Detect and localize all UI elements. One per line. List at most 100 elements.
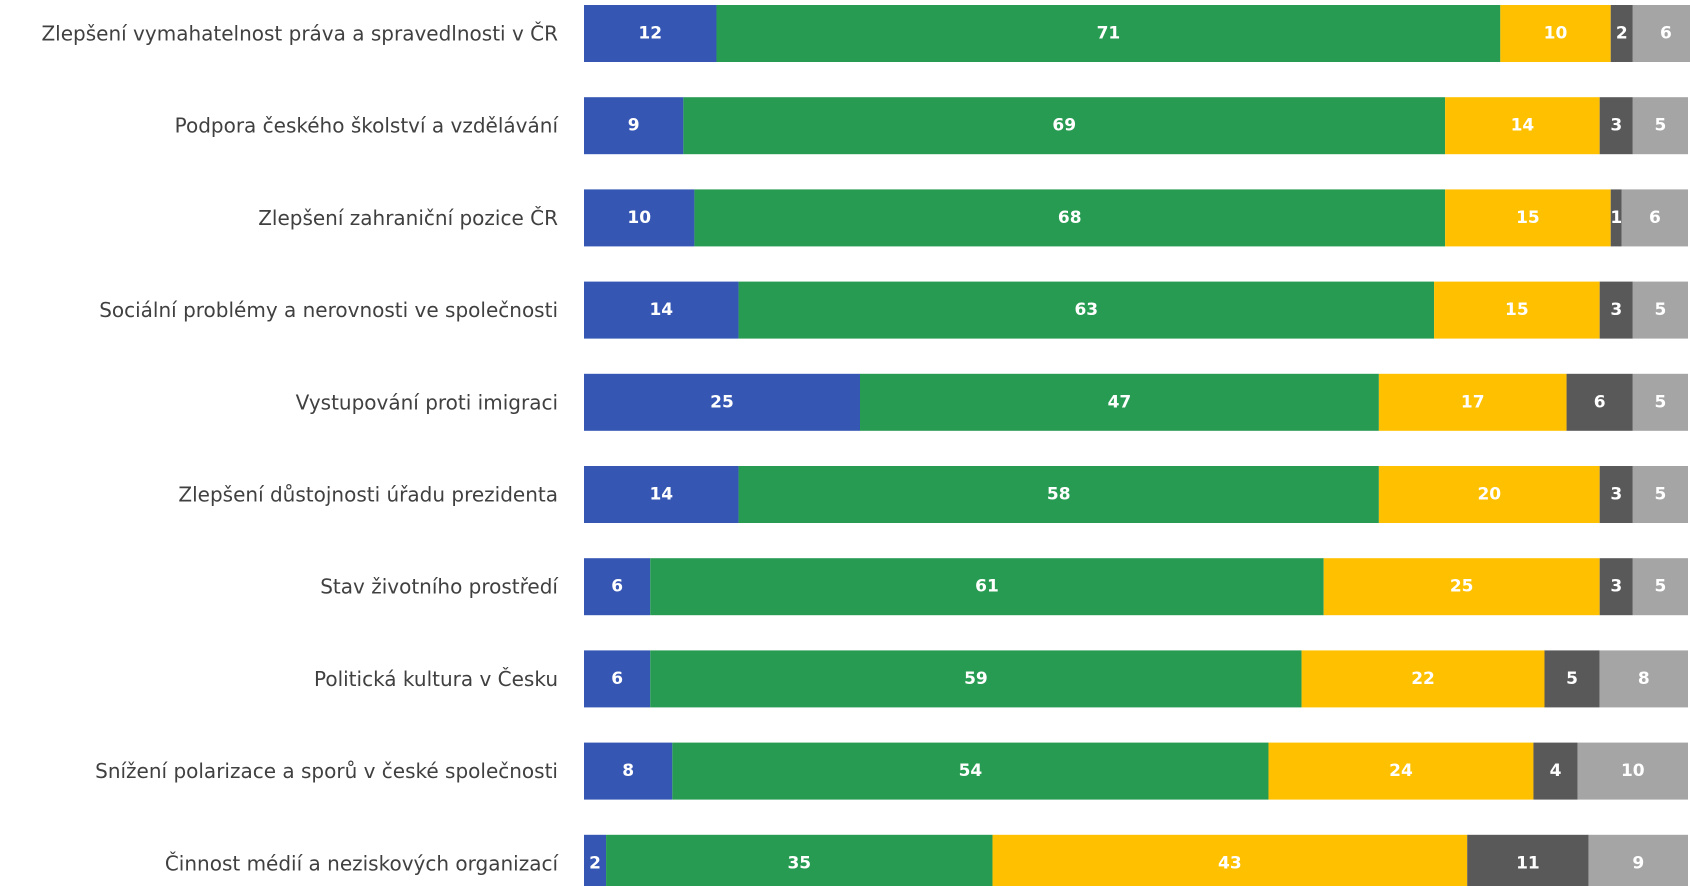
data-label: 14 xyxy=(649,300,673,320)
bar-segment xyxy=(1632,5,1690,62)
bar-segment xyxy=(683,97,1446,155)
bar-segment xyxy=(584,281,739,339)
data-label: 25 xyxy=(710,392,734,412)
bar-segment xyxy=(1445,189,1611,247)
data-label: 10 xyxy=(1544,24,1568,44)
bar-segment xyxy=(1632,373,1688,431)
data-label: 17 xyxy=(1461,392,1485,412)
bar-segment xyxy=(1577,742,1688,800)
category-label: Zlepšení důstojnosti úřadu prezidenta xyxy=(178,483,558,507)
bar-segment xyxy=(584,650,651,708)
bar-segment xyxy=(1599,281,1633,339)
segment-labels: 12 71 10 2 69 69 14 3 510 68 15 1 614 63 15 3 525 47 17 6 51… xyxy=(589,24,1672,874)
data-label: 6 xyxy=(1649,208,1661,228)
bar-segment xyxy=(738,466,1379,523)
bar-segment xyxy=(1434,281,1600,339)
data-label: 24 xyxy=(1389,761,1413,781)
bar-segment xyxy=(584,834,607,886)
bar-segment xyxy=(1588,834,1688,886)
data-label: 58 xyxy=(1047,485,1071,505)
bar-segment xyxy=(860,373,1379,431)
data-label: 2 xyxy=(589,853,601,873)
data-label: 12 xyxy=(638,24,662,44)
data-label: 10 xyxy=(1621,761,1645,781)
bar-segment xyxy=(1323,558,1600,616)
category-label: Podpora českého školství a vzdělávání xyxy=(175,114,560,138)
data-label: 15 xyxy=(1516,208,1540,228)
bar-segment xyxy=(1378,373,1567,431)
data-label: 22 xyxy=(1411,669,1435,689)
bar-segment xyxy=(584,466,739,523)
data-label: 8 xyxy=(622,761,634,781)
data-label: 3 xyxy=(1610,300,1622,320)
data-label: 5 xyxy=(1654,116,1666,136)
bar-segment xyxy=(738,281,1435,339)
data-label: 5 xyxy=(1654,392,1666,412)
data-label: 5 xyxy=(1654,577,1666,597)
bar-segment xyxy=(1467,834,1589,886)
bar-segment xyxy=(650,558,1324,616)
bar-segment xyxy=(584,189,695,247)
bar-segment xyxy=(1621,189,1688,247)
bar-segment xyxy=(584,558,651,616)
category-label: Snížení polarizace a sporů v české spole… xyxy=(95,759,558,783)
data-label: 4 xyxy=(1550,761,1562,781)
bar-segment xyxy=(1544,650,1600,708)
category-label: Zlepšení zahraniční pozice ČR xyxy=(258,206,558,230)
category-label: Zlepšení vymahatelnost práva a spravedln… xyxy=(41,22,558,46)
bar-segment xyxy=(1533,742,1578,800)
category-label: Sociální problémy a nerovnosti ve společ… xyxy=(99,298,558,322)
data-label: 5 xyxy=(1654,485,1666,505)
category-label: Politická kultura v Česku xyxy=(314,667,558,691)
data-label: 3 xyxy=(1610,485,1622,505)
bar-segment xyxy=(1632,281,1688,339)
bar-segment xyxy=(1599,650,1688,708)
bar-segment xyxy=(584,742,673,800)
bar-segment xyxy=(1599,97,1633,155)
category-label: Stav životního prostředí xyxy=(320,575,559,599)
data-label: 2 xyxy=(1616,24,1628,44)
data-label: 43 xyxy=(1218,853,1242,873)
data-label: 71 xyxy=(1097,24,1121,44)
data-label: 3 xyxy=(1610,577,1622,597)
data-label: 61 xyxy=(975,577,999,597)
data-label: 54 xyxy=(959,761,983,781)
bar-segment xyxy=(716,5,1501,62)
data-label: 1 xyxy=(1610,208,1622,228)
data-label: 5 xyxy=(1566,669,1578,689)
bar-segment xyxy=(1268,742,1534,800)
bar-segment xyxy=(1632,558,1688,616)
data-label: 68 xyxy=(1058,208,1082,228)
data-label: 59 xyxy=(964,669,988,689)
category-labels: Zlepšení vymahatelnost práva a spravedln… xyxy=(41,22,559,876)
data-label: 10 xyxy=(627,208,651,228)
data-label: 8 xyxy=(1638,669,1650,689)
data-label: 35 xyxy=(787,853,811,873)
bar-segment xyxy=(1599,466,1633,523)
bar-segment xyxy=(694,189,1446,247)
bar-segment xyxy=(606,834,993,886)
bar-segment xyxy=(584,97,684,155)
category-label: Činnost médií a neziskových organizací xyxy=(165,851,560,875)
bar-segment xyxy=(1610,5,1633,62)
bar-segment xyxy=(584,373,860,431)
data-label: 6 xyxy=(1594,392,1606,412)
bar-segment xyxy=(1301,650,1545,708)
category-label: Vystupování proti imigraci xyxy=(296,390,558,414)
bar-segment xyxy=(1632,466,1688,523)
data-label: 6 xyxy=(611,669,623,689)
bar-segment xyxy=(1566,373,1633,431)
data-label: 20 xyxy=(1477,485,1501,505)
data-label: 25 xyxy=(1450,577,1474,597)
data-label: 15 xyxy=(1505,300,1529,320)
bar-segment xyxy=(1445,97,1600,155)
bar-segment xyxy=(672,742,1269,800)
data-label: 14 xyxy=(1511,116,1535,136)
data-label: 6 xyxy=(1660,24,1672,44)
data-label: 14 xyxy=(649,485,673,505)
bar-segment xyxy=(1610,189,1622,247)
bar-segment xyxy=(650,650,1302,708)
data-label: 63 xyxy=(1074,300,1098,320)
bar-segment xyxy=(992,834,1468,886)
